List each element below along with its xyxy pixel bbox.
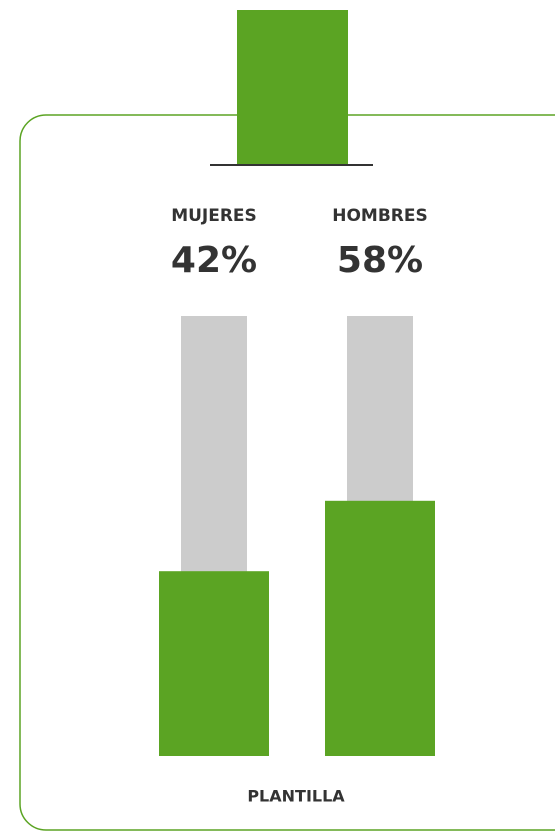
value-label: 42% [171,240,257,281]
category-label: HOMBRES [332,206,428,226]
x-label: PLANTILLA [247,787,345,806]
tab-block [237,10,348,165]
bar [325,500,435,756]
category-label: MUJERES [171,206,257,226]
value-label: 58% [337,240,423,281]
card [19,114,555,831]
bar [159,571,269,756]
